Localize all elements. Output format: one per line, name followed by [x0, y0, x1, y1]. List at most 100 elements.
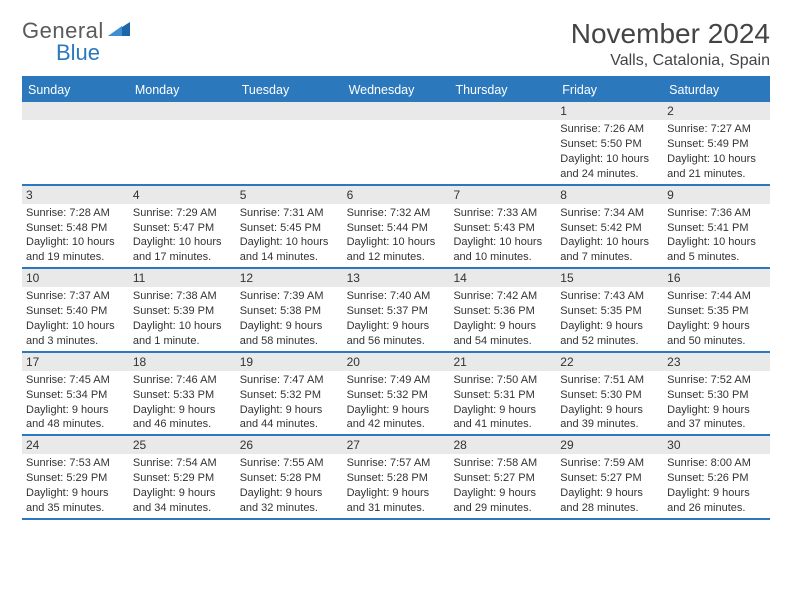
daylight-line2: and 46 minutes. [133, 417, 232, 432]
day-number: 7 [449, 186, 556, 204]
calendar-cell: 9 Sunrise: 7:36 AMSunset: 5:41 PMDaylight… [663, 186, 770, 268]
sunrise-text: Sunrise: 7:33 AM [453, 206, 552, 221]
calendar: Sunday Monday Tuesday Wednesday Thursday… [22, 76, 770, 520]
sunrise-text: Sunrise: 7:28 AM [26, 206, 125, 221]
cell-body: Sunrise: 7:59 AMSunset: 5:27 PMDaylight:… [556, 456, 663, 517]
daylight-line1: Daylight: 9 hours [667, 319, 766, 334]
cell-body: Sunrise: 7:53 AMSunset: 5:29 PMDaylight:… [22, 456, 129, 517]
sunrise-text: Sunrise: 7:32 AM [347, 206, 446, 221]
sunrise-text: Sunrise: 8:00 AM [667, 456, 766, 471]
calendar-cell: 25 Sunrise: 7:54 AMSunset: 5:29 PMDayligh… [129, 436, 236, 518]
sunset-text: Sunset: 5:32 PM [347, 388, 446, 403]
calendar-cell: 1Sunrise: 7:26 AMSunset: 5:50 PMDaylight… [556, 102, 663, 184]
sunrise-text: Sunrise: 7:45 AM [26, 373, 125, 388]
daylight-line2: and 58 minutes. [240, 334, 339, 349]
daylight-line2: and 14 minutes. [240, 250, 339, 265]
sunset-text: Sunset: 5:27 PM [560, 471, 659, 486]
cell-body: Sunrise: 8:00 AMSunset: 5:26 PMDaylight:… [663, 456, 770, 517]
calendar-cell: 16Sunrise: 7:44 AMSunset: 5:35 PMDayligh… [663, 269, 770, 351]
calendar-week: 1Sunrise: 7:26 AMSunset: 5:50 PMDaylight… [22, 102, 770, 186]
day-number [129, 102, 236, 120]
daylight-line1: Daylight: 9 hours [667, 486, 766, 501]
day-number: 5 [236, 186, 343, 204]
calendar-cell: 3Sunrise: 7:28 AMSunset: 5:48 PMDaylight… [22, 186, 129, 268]
sunrise-text: Sunrise: 7:26 AM [560, 122, 659, 137]
daylight-line1: Daylight: 10 hours [133, 235, 232, 250]
daylight-line2: and 26 minutes. [667, 501, 766, 516]
daylight-line2: and 48 minutes. [26, 417, 125, 432]
daylight-line2: and 41 minutes. [453, 417, 552, 432]
cell-body: Sunrise: 7:34 AMSunset: 5:42 PMDaylight:… [556, 206, 663, 267]
sunset-text: Sunset: 5:35 PM [560, 304, 659, 319]
day-number: 9 [663, 186, 770, 204]
day-number: 19 [236, 353, 343, 371]
cell-body: Sunrise: 7:57 AMSunset: 5:28 PMDaylight:… [343, 456, 450, 517]
cell-body: Sunrise: 7:51 AMSunset: 5:30 PMDaylight:… [556, 373, 663, 434]
sunset-text: Sunset: 5:37 PM [347, 304, 446, 319]
day-number: 3 [22, 186, 129, 204]
daylight-line2: and 50 minutes. [667, 334, 766, 349]
sunset-text: Sunset: 5:49 PM [667, 137, 766, 152]
dow-sunday: Sunday [22, 78, 129, 102]
sunset-text: Sunset: 5:30 PM [560, 388, 659, 403]
sunset-text: Sunset: 5:29 PM [133, 471, 232, 486]
daylight-line1: Daylight: 9 hours [240, 319, 339, 334]
daylight-line1: Daylight: 10 hours [26, 319, 125, 334]
sunset-text: Sunset: 5:28 PM [240, 471, 339, 486]
sunset-text: Sunset: 5:50 PM [560, 137, 659, 152]
sunset-text: Sunset: 5:39 PM [133, 304, 232, 319]
cell-body: Sunrise: 7:47 AMSunset: 5:32 PMDaylight:… [236, 373, 343, 434]
sunrise-text: Sunrise: 7:43 AM [560, 289, 659, 304]
sunset-text: Sunset: 5:41 PM [667, 221, 766, 236]
calendar-cell [129, 102, 236, 184]
daylight-line2: and 31 minutes. [347, 501, 446, 516]
sunset-text: Sunset: 5:44 PM [347, 221, 446, 236]
daylight-line1: Daylight: 10 hours [26, 235, 125, 250]
daylight-line1: Daylight: 9 hours [26, 486, 125, 501]
calendar-cell: 21Sunrise: 7:50 AMSunset: 5:31 PMDayligh… [449, 353, 556, 435]
cell-body: Sunrise: 7:49 AMSunset: 5:32 PMDaylight:… [343, 373, 450, 434]
day-number: 12 [236, 269, 343, 287]
daylight-line2: and 32 minutes. [240, 501, 339, 516]
cell-body: Sunrise: 7:50 AMSunset: 5:31 PMDaylight:… [449, 373, 556, 434]
calendar-cell: 2Sunrise: 7:27 AMSunset: 5:49 PMDaylight… [663, 102, 770, 184]
sunrise-text: Sunrise: 7:29 AM [133, 206, 232, 221]
calendar-cell: 29Sunrise: 7:59 AMSunset: 5:27 PMDayligh… [556, 436, 663, 518]
daylight-line2: and 10 minutes. [453, 250, 552, 265]
sunrise-text: Sunrise: 7:36 AM [667, 206, 766, 221]
day-number: 28 [449, 436, 556, 454]
cell-body: Sunrise: 7:32 AMSunset: 5:44 PMDaylight:… [343, 206, 450, 267]
sunset-text: Sunset: 5:31 PM [453, 388, 552, 403]
calendar-cell: 10Sunrise: 7:37 AMSunset: 5:40 PMDayligh… [22, 269, 129, 351]
cell-body: Sunrise: 7:27 AMSunset: 5:49 PMDaylight:… [663, 122, 770, 183]
sunrise-text: Sunrise: 7:42 AM [453, 289, 552, 304]
day-number: 25 [129, 436, 236, 454]
calendar-week: 17 Sunrise: 7:45 AMSunset: 5:34 PMDayligh… [22, 353, 770, 437]
title-block: November 2024 Valls, Catalonia, Spain [571, 18, 770, 70]
sunrise-text: Sunrise: 7:27 AM [667, 122, 766, 137]
cell-body: Sunrise: 7:26 AMSunset: 5:50 PMDaylight:… [556, 122, 663, 183]
day-of-week-header: Sunday Monday Tuesday Wednesday Thursday… [22, 78, 770, 102]
sunrise-text: Sunrise: 7:31 AM [240, 206, 339, 221]
daylight-line1: Daylight: 10 hours [667, 235, 766, 250]
calendar-cell: 6Sunrise: 7:32 AMSunset: 5:44 PMDaylight… [343, 186, 450, 268]
calendar-cell: 13Sunrise: 7:40 AMSunset: 5:37 PMDayligh… [343, 269, 450, 351]
cell-body: Sunrise: 7:31 AMSunset: 5:45 PMDaylight:… [236, 206, 343, 267]
daylight-line1: Daylight: 9 hours [560, 403, 659, 418]
sunrise-text: Sunrise: 7:47 AM [240, 373, 339, 388]
cell-body: Sunrise: 7:36 AMSunset: 5:41 PMDaylight:… [663, 206, 770, 267]
day-number: 14 [449, 269, 556, 287]
daylight-line2: and 37 minutes. [667, 417, 766, 432]
header: General Blue November 2024 Valls, Catalo… [22, 18, 770, 70]
sunrise-text: Sunrise: 7:54 AM [133, 456, 232, 471]
calendar-cell: 17 Sunrise: 7:45 AMSunset: 5:34 PMDayligh… [22, 353, 129, 435]
day-number: 20 [343, 353, 450, 371]
dow-thursday: Thursday [449, 78, 556, 102]
daylight-line1: Daylight: 9 hours [240, 403, 339, 418]
day-number: 17 [22, 353, 129, 371]
cell-body: Sunrise: 7:45 AMSunset: 5:34 PMDaylight:… [22, 373, 129, 434]
daylight-line1: Daylight: 9 hours [133, 486, 232, 501]
calendar-cell: 23Sunrise: 7:52 AMSunset: 5:30 PMDayligh… [663, 353, 770, 435]
daylight-line2: and 39 minutes. [560, 417, 659, 432]
sunrise-text: Sunrise: 7:34 AM [560, 206, 659, 221]
